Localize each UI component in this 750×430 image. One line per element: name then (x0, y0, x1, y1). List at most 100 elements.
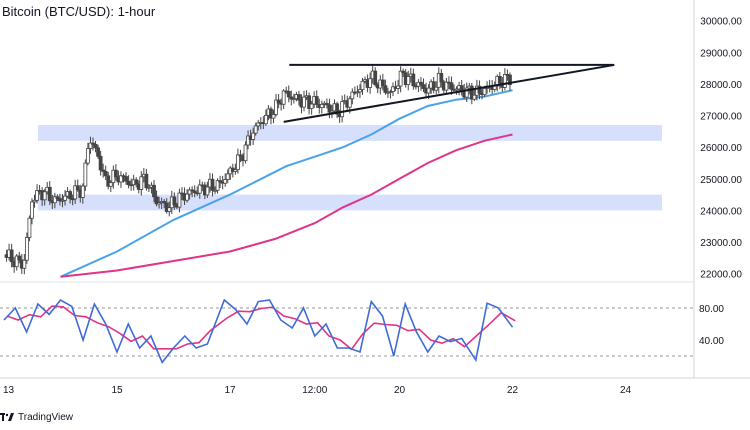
candle-body (22, 259, 27, 269)
candle-body (350, 91, 355, 100)
candle-body (508, 74, 512, 86)
candle (233, 163, 238, 175)
candle (68, 189, 73, 204)
candle-body (347, 98, 352, 108)
price-axis[interactable]: 30000.00 29000.00 28000.00 27000.00 26000.00… (700, 17, 742, 281)
candle-body (75, 185, 80, 191)
candle (205, 181, 210, 198)
stochastic-axis[interactable]: 80.00 40.00 (699, 304, 724, 347)
candle-body (238, 154, 243, 157)
candle (52, 192, 57, 209)
candle-body (147, 186, 151, 189)
candle-body (187, 189, 192, 195)
candle (302, 90, 306, 112)
time-tick-label: 20 (394, 385, 406, 396)
moving-averages (60, 89, 513, 278)
candle (373, 67, 378, 87)
candle-body (86, 148, 90, 164)
candle (307, 92, 312, 115)
candle (225, 169, 230, 184)
candle (27, 215, 32, 242)
candle-body (502, 74, 507, 88)
candle (286, 85, 291, 103)
price-tick-label: 23000.00 (700, 238, 742, 249)
candle (134, 177, 139, 188)
candle-body (472, 94, 477, 100)
candle-body (444, 81, 449, 91)
candle (335, 101, 339, 119)
candle-body (93, 143, 98, 149)
candle-body (233, 169, 238, 172)
time-axis[interactable]: 13 15 17 12:00 20 22 24 (3, 385, 631, 396)
candle-body (319, 104, 324, 109)
candle-body (431, 81, 436, 91)
candle (75, 179, 80, 192)
candle-body (269, 108, 273, 119)
candle-body (27, 217, 32, 238)
candle (63, 190, 67, 206)
candle-body (289, 96, 294, 100)
candle (119, 171, 123, 188)
price-tick-label: 30000.00 (700, 17, 742, 28)
candle-body (324, 102, 329, 106)
candle-body (459, 85, 464, 91)
candle-body (307, 95, 312, 110)
candle (236, 148, 240, 174)
candle (396, 79, 400, 95)
candle-body (355, 91, 360, 94)
price-tick-label: 25000.00 (700, 175, 742, 186)
candle (340, 95, 345, 123)
candle (238, 149, 243, 163)
candle (291, 93, 296, 104)
candle-body (210, 178, 215, 191)
candle (439, 68, 444, 88)
candle-body (60, 199, 65, 202)
candle-body (197, 184, 202, 194)
candle-body (157, 202, 161, 205)
candle (355, 85, 360, 97)
candle (83, 159, 88, 191)
price-tick-label: 24000.00 (700, 206, 742, 217)
candle-body (281, 90, 286, 105)
candlesticks (4, 65, 512, 275)
candle-body (380, 79, 385, 87)
candle-body (263, 114, 268, 125)
candle (154, 190, 159, 207)
candle-body (83, 162, 88, 187)
candle (88, 136, 93, 154)
candle (106, 171, 111, 190)
tradingview-logo-icon (0, 413, 14, 421)
candle (314, 90, 319, 108)
candle-body (205, 186, 210, 196)
candle-body (58, 198, 62, 202)
candle-body (286, 91, 291, 98)
candle (42, 188, 47, 206)
candle-body (482, 87, 487, 96)
candle-body (388, 91, 393, 93)
candle (157, 196, 161, 209)
candle-body (30, 201, 34, 219)
sma-100-line (60, 89, 513, 278)
candle (185, 189, 189, 203)
stochastic-k-line (3, 298, 514, 364)
candle-body (42, 191, 47, 201)
candle (22, 254, 27, 275)
candle (309, 100, 314, 115)
candle-body (144, 173, 149, 189)
support-zone (38, 194, 662, 211)
candle (172, 192, 177, 210)
candle-body (126, 180, 131, 186)
branding-footer[interactable]: TradingView (0, 408, 73, 426)
stochastic-d-line (6, 305, 516, 351)
candle-body (124, 176, 128, 182)
candle (269, 106, 273, 125)
candle-body (477, 85, 482, 94)
candle (360, 78, 365, 95)
candle (502, 68, 507, 91)
candle (197, 179, 202, 199)
candle (58, 193, 62, 206)
candle (253, 122, 258, 136)
price-tick-label: 28000.00 (700, 80, 742, 91)
candle (192, 185, 197, 198)
